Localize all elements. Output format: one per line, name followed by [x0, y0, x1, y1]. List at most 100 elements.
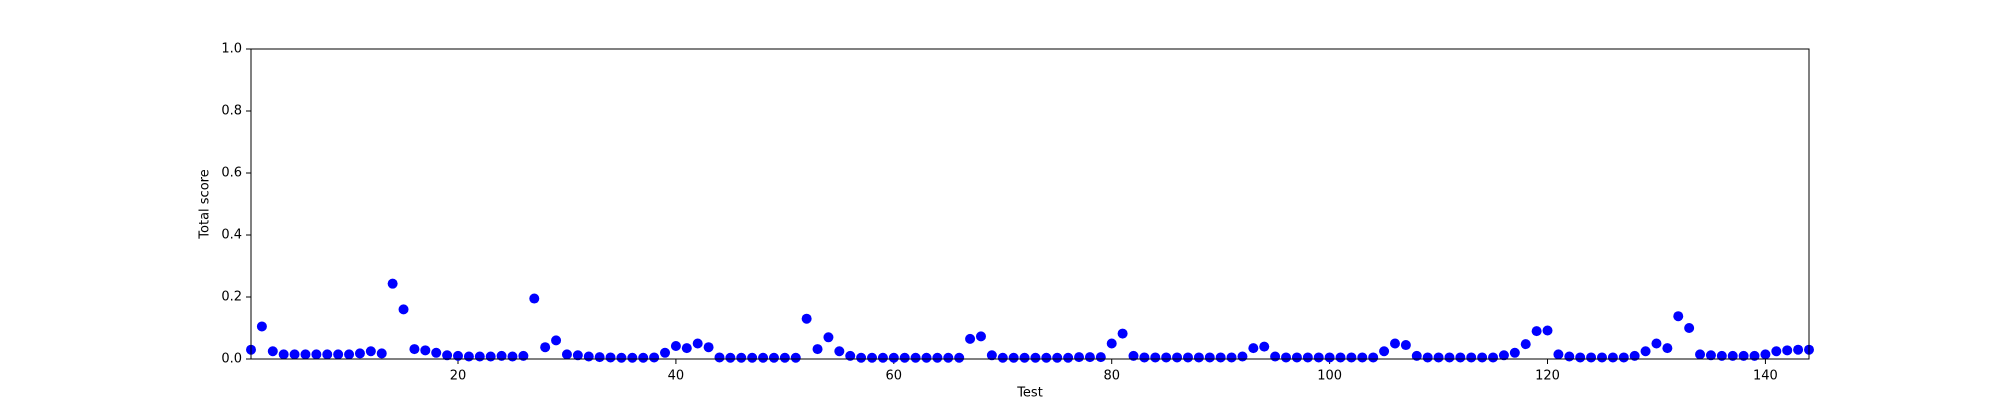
point — [1193, 352, 1204, 363]
point — [387, 278, 398, 289]
point — [1760, 349, 1771, 360]
point — [1564, 351, 1575, 362]
point — [1128, 350, 1139, 361]
point — [1030, 352, 1041, 363]
point — [899, 352, 910, 363]
y-axis-label: Total score — [198, 169, 213, 239]
point — [1782, 345, 1793, 356]
point — [1618, 352, 1629, 363]
point — [1727, 350, 1738, 361]
point — [1281, 352, 1292, 363]
point — [670, 340, 681, 351]
point — [1368, 352, 1379, 363]
point — [1542, 325, 1553, 336]
point — [431, 347, 442, 358]
point — [1084, 352, 1095, 363]
point — [1705, 350, 1716, 361]
point — [888, 352, 899, 363]
point — [420, 345, 431, 356]
point — [1716, 350, 1727, 361]
point — [1662, 343, 1673, 354]
point — [1575, 352, 1586, 363]
point — [507, 351, 518, 362]
point — [1117, 328, 1128, 339]
point — [1509, 347, 1520, 358]
point — [1586, 352, 1597, 363]
point — [616, 352, 627, 363]
point — [714, 352, 725, 363]
point — [747, 352, 758, 363]
point — [986, 350, 997, 361]
point — [1019, 352, 1030, 363]
point — [1161, 352, 1172, 363]
point — [867, 352, 878, 363]
point — [583, 351, 594, 362]
point — [1520, 339, 1531, 350]
point — [1640, 346, 1651, 357]
point — [1324, 352, 1335, 363]
point — [561, 349, 572, 360]
y-tick-label: 1.0 — [221, 42, 242, 57]
point — [594, 352, 605, 363]
point — [1433, 352, 1444, 363]
point — [1389, 338, 1400, 349]
point — [1259, 341, 1270, 352]
x-tick-label: 20 — [450, 369, 467, 384]
point — [1063, 352, 1074, 363]
point — [1182, 352, 1193, 363]
point — [354, 348, 365, 359]
point — [1629, 350, 1640, 361]
point — [311, 349, 322, 360]
point — [1291, 352, 1302, 363]
point — [1052, 352, 1063, 363]
point — [518, 350, 529, 361]
point — [1106, 338, 1117, 349]
point — [267, 346, 278, 357]
point — [1607, 352, 1618, 363]
x-axis-label: Test — [1016, 386, 1043, 400]
x-tick-label: 120 — [1535, 369, 1560, 384]
point — [572, 350, 583, 361]
point — [496, 350, 507, 361]
point — [638, 352, 649, 363]
point — [1204, 352, 1215, 363]
point — [1771, 346, 1782, 357]
point — [1008, 352, 1019, 363]
point — [1400, 340, 1411, 351]
x-tick-label: 100 — [1317, 369, 1342, 384]
point — [801, 313, 812, 324]
plot-frame — [250, 48, 1810, 360]
point — [1651, 338, 1662, 349]
point — [1466, 352, 1477, 363]
point — [1684, 323, 1695, 333]
point — [1357, 352, 1368, 363]
point — [1074, 352, 1085, 363]
point — [605, 352, 616, 363]
point — [1553, 349, 1564, 360]
point — [681, 343, 692, 354]
point — [627, 352, 638, 363]
point — [1673, 311, 1684, 322]
point — [1498, 350, 1509, 361]
point — [921, 352, 932, 363]
point — [442, 350, 453, 361]
point — [1422, 352, 1433, 363]
point — [1411, 350, 1422, 361]
point — [823, 332, 834, 343]
x-tick-label: 40 — [668, 369, 685, 384]
point — [997, 352, 1008, 363]
point — [660, 347, 671, 358]
point — [910, 352, 921, 363]
y-tick-label: 0.2 — [221, 290, 242, 305]
point — [289, 349, 300, 360]
point — [736, 352, 747, 363]
point — [453, 350, 464, 361]
point — [1041, 352, 1052, 363]
point — [975, 331, 986, 342]
point — [812, 344, 823, 355]
point — [333, 349, 344, 360]
point — [943, 352, 954, 363]
x-tick-label: 140 — [1753, 369, 1778, 384]
point — [1455, 352, 1466, 363]
